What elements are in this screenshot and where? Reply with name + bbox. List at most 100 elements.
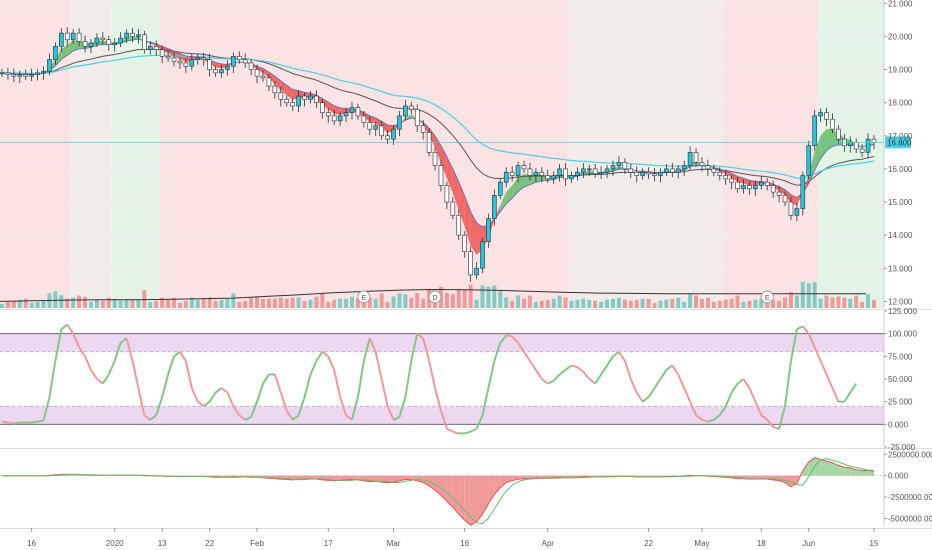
x-tick-label-8: Apr: [542, 539, 555, 548]
candle-20: [118, 32, 123, 48]
candle-body-39: [231, 56, 236, 67]
candle-94: [557, 163, 562, 182]
candle-body-27: [159, 49, 165, 57]
volume-bar-62: [367, 297, 372, 308]
candle-body-66: [391, 128, 396, 140]
candle-4: [23, 69, 29, 81]
price-y-tick-label-7: 14.000: [888, 231, 913, 240]
volume-bar-28: [166, 299, 171, 308]
oscillator-segment-81: [481, 387, 490, 416]
volume-bar-136: [806, 283, 811, 308]
volume-bar-115: [682, 301, 687, 308]
candle-96: [569, 171, 574, 183]
volume-ma-line: [0, 288, 866, 302]
candle-90: [533, 168, 539, 182]
candle-132: [782, 191, 788, 206]
candle-body-145: [859, 148, 865, 153]
momentum-area-76: [452, 475, 459, 515]
volume-bar-6: [35, 301, 40, 308]
candle-body-19: [112, 42, 118, 46]
oscillator-segment-72: [428, 360, 437, 389]
event-marker-1[interactable]: [428, 290, 442, 304]
momentum-area-80: [476, 475, 483, 522]
candle-body-45: [266, 77, 272, 87]
candle-body-33: [195, 57, 201, 60]
event-marker-2[interactable]: [760, 290, 774, 304]
oscillator-segment-57: [339, 396, 348, 416]
volume-bar-89: [527, 295, 532, 308]
volume-bar-78: [462, 290, 467, 308]
candle-53: [314, 90, 319, 108]
oscillator-segment-120: [713, 414, 721, 421]
candle-121: [717, 167, 723, 181]
oscillator-panel[interactable]: [0, 311, 884, 447]
candle-body-99: [586, 168, 592, 171]
candle-113: [670, 162, 675, 178]
volume-bar-144: [854, 295, 859, 308]
candle-body-115: [681, 165, 687, 170]
oscillator-segment-67: [398, 396, 407, 418]
candle-62: [367, 116, 373, 136]
oscillator-segment-124: [736, 378, 745, 385]
oscillator-segment-90: [535, 369, 543, 380]
candle-body-124: [735, 181, 740, 190]
oscillator-band-0: [0, 333, 884, 352]
volume-bar-92: [545, 299, 550, 308]
candle-body-51: [302, 95, 307, 100]
last-price-tag-bg: [885, 136, 911, 149]
oscillator-segment-51: [303, 374, 312, 398]
oscillator-segment-94: [558, 369, 567, 376]
oscillator-segment-88: [523, 351, 531, 362]
candle-107: [634, 166, 640, 183]
volume-bar-58: [344, 298, 349, 308]
candle-body-133: [788, 201, 794, 216]
oscillator-segment-139: [825, 374, 834, 389]
candle-29: [171, 51, 177, 67]
ribbon-segment-139: [826, 129, 833, 151]
candle-105: [622, 158, 628, 174]
volume-bar-40: [237, 301, 242, 308]
momentum-area-91: [541, 475, 548, 479]
oscillator-segment-0: [1, 420, 9, 424]
price-panel[interactable]: E D E 16.800: [0, 0, 912, 308]
candle-body-75: [444, 185, 450, 203]
momentum-area-59: [351, 475, 358, 480]
candle-19: [112, 38, 118, 52]
candle-body-90: [533, 171, 539, 176]
oscillator-segment-41: [244, 416, 252, 421]
candle-141: [836, 125, 841, 145]
momentum-area-63: [375, 475, 382, 483]
volume-bar-24: [142, 290, 147, 308]
volume-bar-54: [320, 293, 325, 308]
candle-51: [302, 92, 307, 107]
volume-bar-25: [148, 301, 153, 308]
volume-bar-57: [338, 298, 343, 308]
oscillator-segment-126: [748, 387, 757, 403]
candle-body-105: [622, 161, 628, 170]
candle-body-23: [136, 34, 141, 37]
oscillator-segment-110: [653, 378, 662, 389]
oscillator-segment-103: [612, 351, 620, 358]
volume-bar-69: [409, 297, 414, 308]
candle-body-127: [753, 185, 758, 190]
candle-117: [693, 148, 699, 168]
candle-body-74: [438, 165, 444, 186]
oscillator-segment-33: [197, 400, 205, 407]
candle-body-71: [420, 125, 426, 133]
momentum-panel[interactable]: [0, 450, 884, 527]
event-marker-0[interactable]: [357, 290, 371, 304]
candle-body-17: [100, 37, 106, 41]
oscillator-segment-130: [772, 426, 780, 430]
candle-body-40: [236, 56, 242, 60]
candle-body-10: [59, 32, 64, 47]
volume-bar-134: [794, 295, 799, 308]
volume-bar-132: [783, 297, 788, 308]
ribbon-segment-137: [814, 135, 821, 171]
oscillator-segment-26: [155, 396, 164, 416]
x-tick-label-4: Feb: [250, 539, 264, 548]
candle-56: [331, 109, 337, 125]
candle-16: [94, 33, 100, 48]
candle-135: [800, 171, 806, 216]
volume-bar-139: [824, 295, 829, 308]
